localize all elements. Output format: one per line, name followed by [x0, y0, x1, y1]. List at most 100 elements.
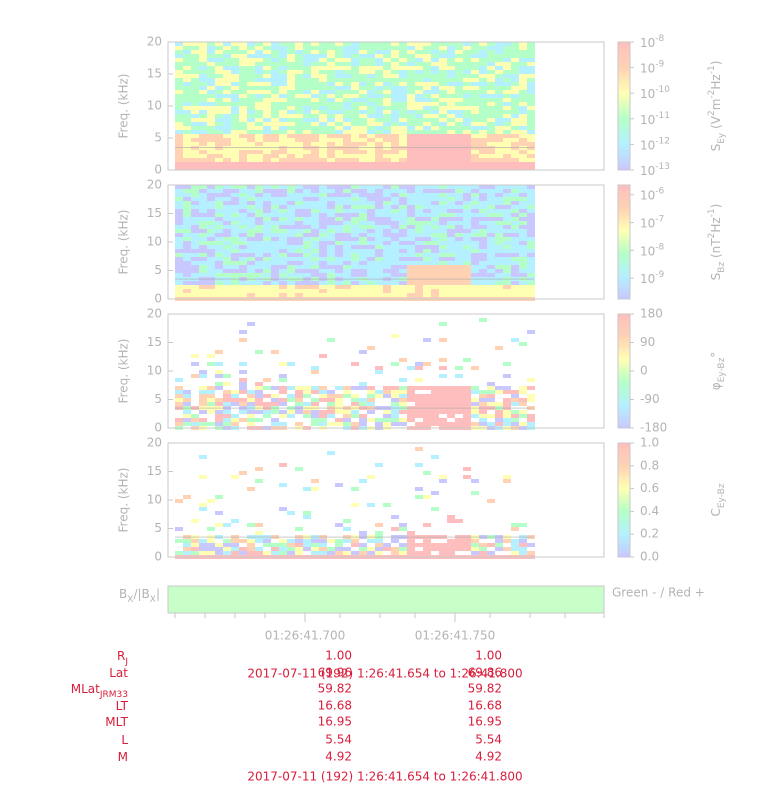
spectrogram-cell [479, 82, 487, 86]
spectrogram-cell [303, 273, 311, 277]
spectrogram-cell [391, 130, 399, 134]
spectrogram-cell [375, 293, 383, 297]
spectrogram-cell [479, 217, 487, 221]
spectrogram-cell [479, 257, 487, 261]
spectrogram-cell [487, 285, 495, 289]
spectrogram-cell [239, 166, 247, 170]
spectrogram-cell [447, 293, 455, 297]
spectrogram-cell [327, 205, 335, 209]
spectrogram-cell [199, 98, 207, 102]
spectrogram-cell [463, 269, 471, 273]
spectrogram-cell [351, 130, 359, 134]
spectrogram-cell [287, 269, 295, 273]
spectrogram-cell [247, 414, 255, 418]
spectrogram-cell [375, 78, 383, 82]
spectrogram-cell [455, 126, 463, 130]
spectrogram-cell [383, 114, 391, 118]
spectrogram-cell [199, 285, 207, 289]
spectrogram-cell [399, 42, 407, 46]
spectrogram-cell [327, 213, 335, 217]
spectrogram-cell [399, 281, 407, 285]
spectrogram-cell [399, 394, 407, 398]
spectrogram-cell [271, 106, 279, 110]
spectrogram-cell [247, 193, 255, 197]
spectrogram-cell [319, 78, 327, 82]
spectrogram-cell [463, 106, 471, 110]
spectrogram-cell [303, 394, 311, 398]
spectrogram-cell [431, 42, 439, 46]
spectrogram-cell [231, 150, 239, 154]
spectrogram-cell [367, 82, 375, 86]
spectrogram-cell [359, 126, 367, 130]
label-part: MLat [71, 682, 100, 696]
spectrogram-cell [319, 154, 327, 158]
spectrogram-cell [455, 78, 463, 82]
spectrogram-cell [223, 90, 231, 94]
spectrogram-cell [455, 225, 463, 229]
spectrogram-cell [191, 241, 199, 245]
spectrogram-cell [263, 539, 271, 543]
spectrogram-cell [231, 130, 239, 134]
spectrogram-cell [319, 233, 327, 237]
spectrogram-cell [287, 142, 295, 146]
spectrogram-cell [447, 138, 455, 142]
spectrogram-cell [263, 150, 271, 154]
spectrogram-cell [231, 285, 239, 289]
spectrogram-cell [367, 162, 375, 166]
spectrogram-cell [463, 90, 471, 94]
spectrogram-cell [239, 162, 247, 166]
spectrogram-cell [439, 479, 447, 483]
spectrogram-cell [255, 213, 263, 217]
spectrogram-cell [503, 386, 511, 390]
tick-base: 10 [640, 272, 655, 286]
spectrogram-cell [303, 285, 311, 289]
spectrogram-cell [303, 253, 311, 257]
spectrogram-cell [255, 479, 263, 483]
spectrogram-cell [375, 273, 383, 277]
spectrogram-cell [239, 94, 247, 98]
spectrogram-cell [199, 114, 207, 118]
spectrogram-cell [463, 394, 471, 398]
spectrogram-cell [439, 98, 447, 102]
spectrogram-cell [343, 418, 351, 422]
spectrogram-cell [271, 265, 279, 269]
spectrogram-cell [175, 241, 183, 245]
spectrogram-cell [471, 293, 479, 297]
spectrogram-cell [271, 118, 279, 122]
label-part: ° [709, 352, 723, 358]
spectrogram-cell [183, 138, 191, 142]
spectrogram-cell [455, 122, 463, 126]
spectrogram-cell [455, 74, 463, 78]
spectrogram-cell [263, 54, 271, 58]
spectrogram-cell [351, 398, 359, 402]
spectrogram-cell [287, 205, 295, 209]
spectrogram-cell [175, 269, 183, 273]
spectrogram-cell [175, 86, 183, 90]
spectrogram-cell [383, 82, 391, 86]
spectrogram-cell [183, 134, 191, 138]
spectrogram-cell [487, 289, 495, 293]
spectrogram-cell [263, 241, 271, 245]
spectrogram-cell [479, 273, 487, 277]
spectrogram-cell [415, 118, 423, 122]
spectrogram-cell [311, 122, 319, 126]
spectrogram-cell [495, 422, 503, 426]
spectrogram-cell [487, 221, 495, 225]
spectrogram-cell [287, 90, 295, 94]
y-tick-label: 15 [147, 464, 162, 478]
spectrogram-cell [415, 82, 423, 86]
spectrogram-cell [415, 447, 423, 451]
spectrogram-cell [375, 225, 383, 229]
spectrogram-cell [447, 265, 455, 269]
spectrogram-cell [295, 90, 303, 94]
spectrogram-cell [287, 237, 295, 241]
spectrogram-cell [511, 189, 519, 193]
spectrogram-cell [439, 410, 447, 414]
spectrogram-cell [415, 422, 423, 426]
spectrogram-cell [223, 217, 231, 221]
spectrogram-cell [175, 154, 183, 158]
spectrogram-cell [479, 106, 487, 110]
spectrogram-cell [231, 225, 239, 229]
spectrogram-cell [415, 543, 423, 547]
spectrogram-cell [343, 166, 351, 170]
